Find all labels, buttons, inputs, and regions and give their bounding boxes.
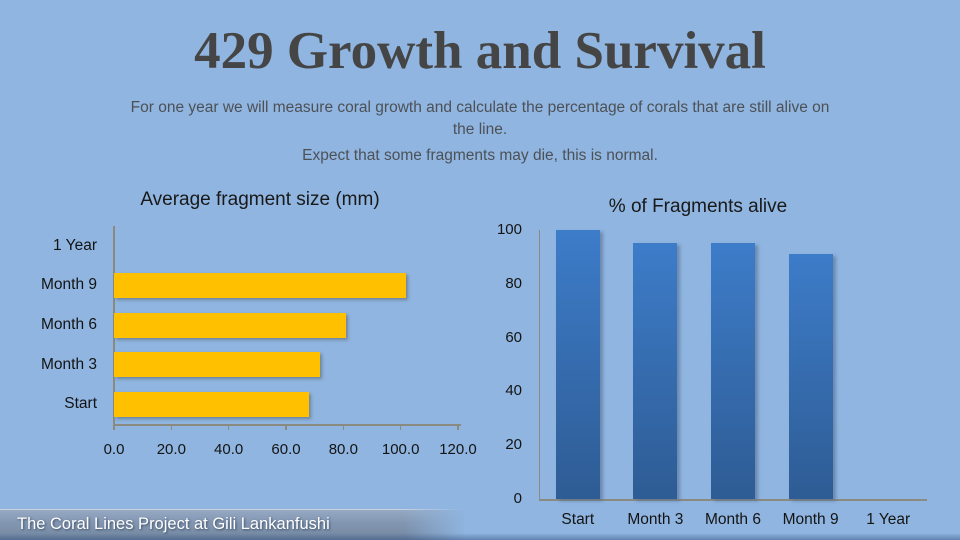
x-tick-label-0.0: 0.0 (103, 441, 125, 458)
footer-text: The Coral Lines Project at Gili Lankanfu… (17, 515, 330, 533)
x-tick-label-60.0: 60.0 (271, 441, 301, 458)
hcat-label-month-6: Month 6 (40, 315, 97, 333)
slide-title: 429 Growth and Survival (194, 22, 766, 80)
vcat-label-month-3: Month 3 (627, 511, 684, 528)
vcat-label-month-6: Month 6 (704, 511, 761, 528)
vbar-start (555, 230, 600, 499)
chart-title-fragments-alive: % of Fragments alive (608, 196, 788, 217)
vcat-label-start: Start (561, 511, 595, 528)
y-tick-label-40: 40 (505, 382, 522, 400)
hbar-month-6 (114, 312, 347, 338)
y-tick-label-100: 100 (496, 221, 522, 238)
x-tick-0.0 (113, 424, 115, 430)
x-tick-40.0 (227, 424, 230, 430)
hbar-month-9 (114, 272, 407, 298)
hbar-month-3 (114, 352, 321, 378)
vbar-month-6 (711, 243, 755, 499)
vbar-month-3 (633, 243, 678, 499)
x-tick-label-20.0: 20.0 (156, 441, 186, 458)
category-axis-line-right (538, 499, 927, 501)
x-tick-20.0 (170, 424, 173, 430)
y-tick-label-20: 20 (505, 436, 522, 454)
x-tick-label-120.0: 120.0 (439, 441, 477, 458)
x-tick-label-40.0: 40.0 (214, 441, 244, 458)
value-axis-line (113, 424, 461, 426)
hcat-label-month-3: Month 3 (40, 355, 97, 373)
vcat-label-month-9: Month 9 (782, 511, 839, 528)
y-tick-label-80: 80 (505, 274, 522, 292)
hcat-label-start: Start (64, 395, 97, 413)
chart-title-fragment-size: Average fragment size (mm) (140, 189, 380, 210)
subtitle-line-2: Expect that some fragments may die, this… (302, 147, 658, 164)
hbar-start (114, 391, 309, 417)
hcat-label-1-year: 1 Year (53, 236, 97, 254)
x-tick-label-100.0: 100.0 (381, 441, 420, 458)
x-tick-100.0 (399, 424, 402, 430)
vcat-label-1-year: 1 Year (866, 511, 911, 528)
hcat-label-month-9: Month 9 (40, 276, 97, 294)
y-tick-label-60: 60 (505, 328, 522, 346)
footer-bar: The Coral Lines Project at Gili Lankanfu… (0, 509, 470, 540)
subtitle-line-1: For one year we will measure coral growt… (130, 99, 830, 138)
category-axis-line (113, 226, 115, 424)
x-tick-80.0 (342, 424, 345, 430)
x-tick-label-80.0: 80.0 (328, 441, 358, 458)
vbar-month-9 (788, 254, 833, 499)
x-tick-60.0 (285, 424, 287, 430)
y-tick-label-0: 0 (513, 490, 522, 507)
x-tick-120.0 (457, 424, 459, 430)
value-axis-line-right (538, 230, 540, 499)
